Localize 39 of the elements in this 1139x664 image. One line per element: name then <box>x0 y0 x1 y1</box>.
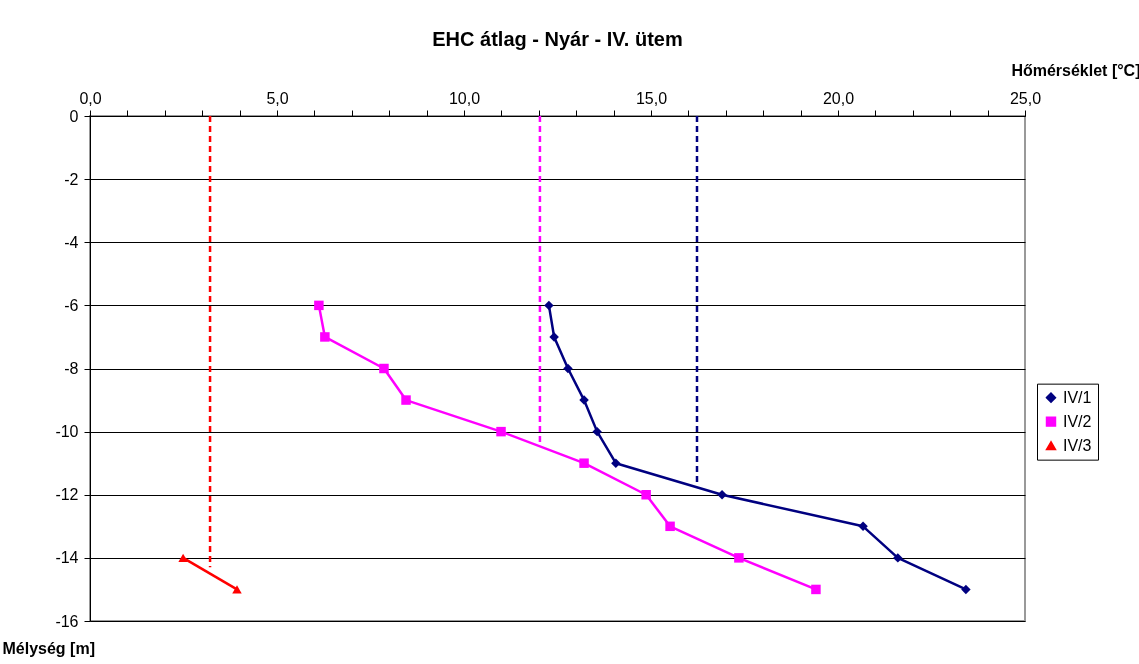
legend-label: IV/1 <box>1063 388 1092 406</box>
y-tick-label: -2 <box>64 170 79 188</box>
x-tick-label: 10,0 <box>448 89 481 107</box>
y-axis-title: Mélység [m] <box>2 639 95 657</box>
point <box>314 300 324 311</box>
point <box>401 395 411 405</box>
x-tick-label: 20,0 <box>822 89 855 107</box>
point <box>734 553 744 563</box>
y-tick-label: -12 <box>55 486 79 504</box>
point <box>496 426 506 437</box>
point <box>717 490 727 500</box>
y-tick-label: -10 <box>55 423 79 441</box>
x-tick-label: 15,0 <box>635 89 668 107</box>
point <box>579 458 589 468</box>
point <box>665 521 675 532</box>
y-tick-label: -14 <box>55 549 79 567</box>
y-tick-label: -8 <box>64 360 79 377</box>
point <box>858 521 868 532</box>
x-tick-label: 25,0 <box>1009 89 1042 107</box>
point <box>811 584 821 595</box>
chart-title: EHC átlag - Nyár - IV. ütem <box>432 28 683 50</box>
legend-label: IV/2 <box>1063 412 1092 430</box>
point <box>379 363 389 374</box>
y-tick-label: -6 <box>64 296 79 314</box>
point <box>544 300 554 311</box>
y-tick-label: 0 <box>69 107 79 125</box>
point <box>563 363 573 374</box>
point <box>320 332 330 342</box>
x-axis-title: Hőmérséklet [°C] <box>1011 61 1139 79</box>
point <box>641 490 651 500</box>
point <box>893 553 903 563</box>
point <box>592 426 602 437</box>
legend-label: IV/3 <box>1063 436 1092 454</box>
point <box>611 458 621 468</box>
y-tick-label: -4 <box>64 233 79 251</box>
y-tick-label: -16 <box>55 612 79 630</box>
x-tick-label: 5,0 <box>266 89 289 107</box>
x-tick-label: 0,0 <box>79 89 102 107</box>
point <box>961 584 971 595</box>
